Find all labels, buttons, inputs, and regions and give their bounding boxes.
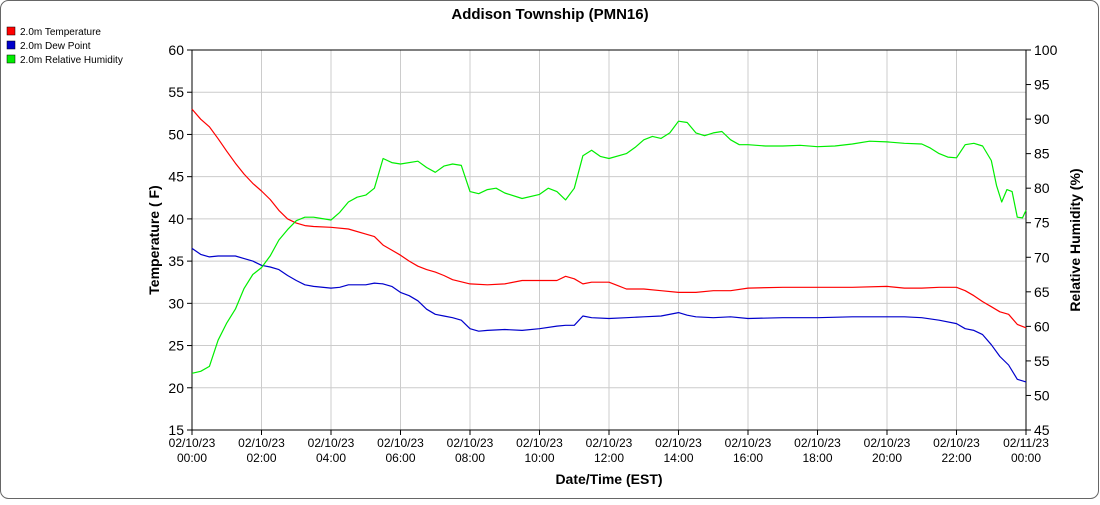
x-tick-label-time: 00:00 [1011, 451, 1041, 465]
y-right-tick-label: 65 [1034, 284, 1050, 300]
y-right-tick-label: 45 [1034, 422, 1050, 438]
x-tick-label-date: 02/10/23 [516, 436, 563, 450]
legend: 2.0m Temperature 2.0m Dew Point 2.0m Relat… [6, 26, 123, 66]
legend-label-2-0m-relative-humidity: 2.0m Relative Humidity [20, 55, 123, 66]
y-axis-label-right: Relative Humidity (%) [1067, 168, 1083, 311]
y-left-tick-label: 45 [168, 169, 184, 185]
series-line-2-0m-temperature [191, 108, 1027, 329]
x-tick-label-time: 18:00 [802, 451, 832, 465]
x-tick-label-time: 12:00 [594, 451, 624, 465]
x-tick-label-date: 02/10/23 [655, 436, 702, 450]
axis-layer: 02/10/2300:0002/10/2302:0002/10/2304:000… [168, 42, 1057, 465]
x-tick-label-time: 20:00 [872, 451, 902, 465]
y-right-tick-label: 75 [1034, 215, 1050, 231]
x-tick-label-date: 02/10/23 [308, 436, 355, 450]
y-right-tick-label: 95 [1034, 77, 1050, 93]
legend-swatch-2-0m-relative-humidity [6, 54, 16, 64]
x-tick-label-date: 02/10/23 [377, 436, 424, 450]
y-right-tick-label: 60 [1034, 318, 1050, 334]
x-tick-label-date: 02/10/23 [864, 436, 911, 450]
x-tick-label-time: 08:00 [455, 451, 485, 465]
x-axis-label: Date/Time (EST) [555, 471, 662, 487]
x-tick-label-date: 02/11/23 [1003, 436, 1049, 450]
x-tick-label-time: 14:00 [663, 451, 693, 465]
y-right-tick-label: 80 [1034, 180, 1050, 196]
y-right-tick-label: 50 [1034, 387, 1050, 403]
x-tick-label-date: 02/10/23 [794, 436, 841, 450]
y-right-tick-label: 85 [1034, 146, 1050, 162]
x-tick-label-date: 02/10/23 [447, 436, 494, 450]
x-tick-label-time: 10:00 [524, 451, 554, 465]
y-left-tick-label: 60 [168, 42, 184, 58]
x-tick-label-date: 02/10/23 [169, 436, 216, 450]
y-right-tick-label: 100 [1034, 42, 1058, 58]
legend-swatch-2-0m-dew-point [6, 40, 16, 50]
x-tick-label-date: 02/10/23 [725, 436, 772, 450]
y-left-tick-label: 35 [168, 253, 184, 269]
series-line-2-0m-dew-point [191, 247, 1027, 383]
y-axis-label-left: Temperature ( F) [146, 185, 162, 294]
legend-swatch-2-0m-temperature [6, 26, 16, 36]
x-tick-label-time: 06:00 [385, 451, 415, 465]
x-tick-label-date: 02/10/23 [238, 436, 285, 450]
y-left-tick-label: 15 [168, 422, 184, 438]
y-right-tick-label: 90 [1034, 111, 1050, 127]
x-tick-label-time: 02:00 [246, 451, 276, 465]
y-left-tick-label: 55 [168, 84, 184, 100]
x-tick-label-time: 00:00 [177, 451, 207, 465]
y-left-tick-label: 30 [168, 295, 184, 311]
x-tick-label-time: 22:00 [941, 451, 971, 465]
x-tick-label-time: 16:00 [733, 451, 763, 465]
y-left-tick-label: 20 [168, 380, 184, 396]
y-left-tick-label: 25 [168, 338, 184, 354]
legend-label-2-0m-temperature: 2.0m Temperature [20, 27, 101, 38]
x-tick-label-date: 02/10/23 [586, 436, 633, 450]
y-left-tick-label: 40 [168, 211, 184, 227]
y-left-tick-label: 50 [168, 126, 184, 142]
y-right-tick-label: 70 [1034, 249, 1050, 265]
y-right-tick-label: 55 [1034, 353, 1050, 369]
x-tick-label-time: 04:00 [316, 451, 346, 465]
series-line-2-0m-relative-humidity [191, 120, 1027, 374]
legend-label-2-0m-dew-point: 2.0m Dew Point [20, 41, 91, 52]
chart-title: Addison Township (PMN16) [451, 6, 648, 23]
x-tick-label-date: 02/10/23 [933, 436, 980, 450]
series-layer [191, 108, 1027, 383]
